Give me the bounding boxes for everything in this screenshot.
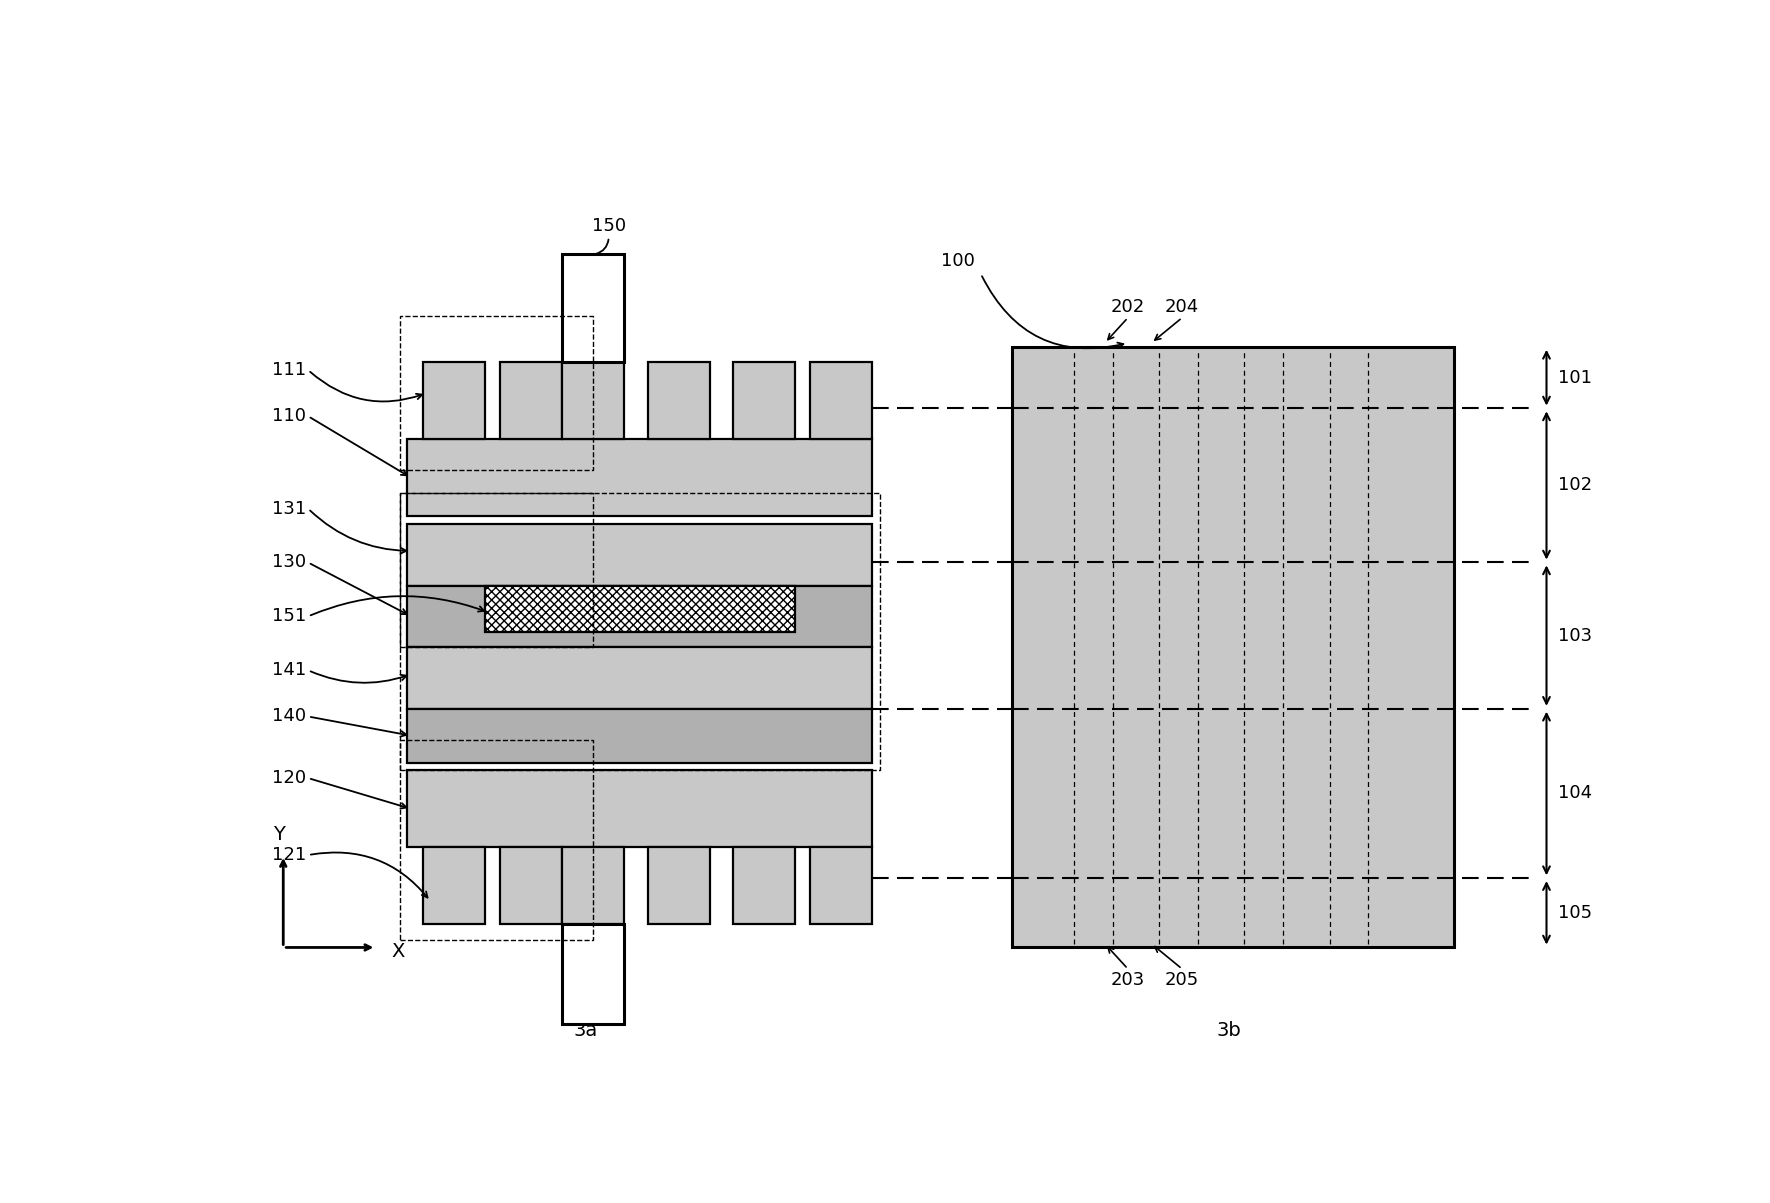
- Bar: [563, 924, 625, 1025]
- Bar: [1012, 346, 1453, 948]
- Bar: [563, 847, 625, 924]
- Bar: [423, 362, 485, 439]
- Bar: [407, 647, 873, 709]
- Text: 103: 103: [1558, 627, 1593, 645]
- Bar: [733, 362, 795, 439]
- Text: 100: 100: [940, 251, 975, 269]
- Bar: [407, 439, 873, 516]
- Text: 205: 205: [1165, 971, 1200, 989]
- Text: 102: 102: [1558, 476, 1593, 494]
- Bar: [407, 709, 873, 763]
- Bar: [501, 362, 563, 439]
- Text: 111: 111: [273, 361, 306, 379]
- Text: X: X: [391, 942, 405, 961]
- Text: 130: 130: [273, 553, 306, 571]
- Bar: [407, 586, 873, 647]
- Text: 110: 110: [273, 407, 306, 425]
- Bar: [811, 847, 873, 924]
- Bar: [485, 586, 795, 632]
- Text: 141: 141: [273, 662, 306, 680]
- Text: 104: 104: [1558, 784, 1593, 802]
- Text: 203: 203: [1112, 971, 1145, 989]
- Bar: [563, 255, 625, 362]
- Text: 151: 151: [273, 608, 306, 626]
- Bar: [563, 362, 625, 439]
- Bar: [407, 525, 873, 586]
- Bar: [811, 362, 873, 439]
- Bar: [501, 847, 563, 924]
- Text: 101: 101: [1558, 368, 1593, 386]
- Text: 105: 105: [1558, 903, 1593, 921]
- Text: 150: 150: [591, 218, 627, 236]
- Text: 131: 131: [273, 499, 306, 517]
- Bar: [407, 770, 873, 847]
- Bar: [400, 493, 880, 770]
- Bar: [400, 493, 593, 647]
- Text: Y: Y: [273, 824, 285, 843]
- Text: 121: 121: [273, 846, 306, 864]
- Text: 140: 140: [273, 707, 306, 725]
- Text: 202: 202: [1112, 298, 1145, 316]
- Bar: [400, 740, 593, 940]
- Bar: [400, 316, 593, 470]
- Text: 204: 204: [1165, 298, 1200, 316]
- Text: 120: 120: [273, 769, 306, 787]
- Bar: [648, 362, 710, 439]
- Text: 3b: 3b: [1216, 1021, 1241, 1039]
- Bar: [423, 847, 485, 924]
- Bar: [733, 847, 795, 924]
- Bar: [648, 847, 710, 924]
- Text: 3a: 3a: [573, 1021, 598, 1039]
